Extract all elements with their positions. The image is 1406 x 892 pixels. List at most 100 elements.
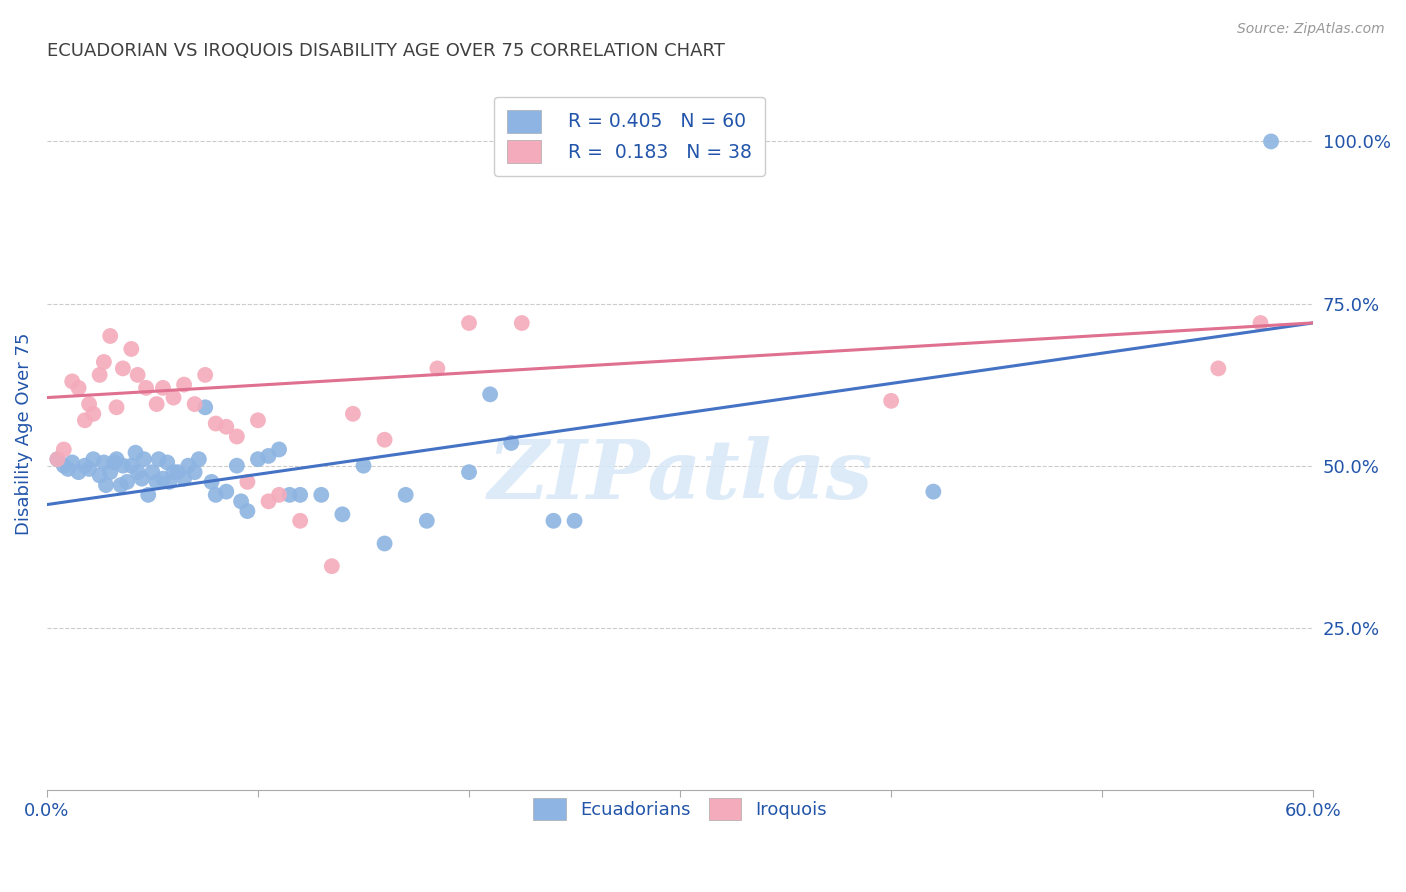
Point: [395, 488, 418, 502]
Point: [105, 401, 128, 415]
Point: [148, 452, 170, 467]
Point: [94, 478, 117, 492]
Point: [321, 559, 343, 574]
Point: [157, 475, 180, 489]
Point: [267, 488, 290, 502]
Point: [1260, 135, 1282, 149]
Point: [225, 458, 247, 473]
Point: [458, 316, 481, 330]
Point: [162, 391, 184, 405]
Point: [156, 455, 179, 469]
Point: [111, 361, 134, 376]
Point: [246, 413, 269, 427]
Point: [67, 381, 90, 395]
Point: [458, 465, 481, 479]
Point: [257, 449, 280, 463]
Point: [353, 458, 375, 473]
Point: [127, 368, 149, 382]
Point: [73, 413, 96, 427]
Point: [132, 452, 155, 467]
Point: [145, 475, 167, 489]
Point: [103, 455, 125, 469]
Point: [60, 455, 83, 469]
Point: [183, 397, 205, 411]
Point: [46, 452, 69, 467]
Point: [89, 468, 111, 483]
Point: [56, 462, 79, 476]
Point: [145, 397, 167, 411]
Point: [288, 488, 311, 502]
Point: [173, 377, 195, 392]
Point: [89, 368, 111, 382]
Point: [82, 452, 104, 467]
Point: [52, 458, 75, 473]
Point: [225, 429, 247, 443]
Point: [215, 419, 238, 434]
Legend: Ecuadorians, Iroquois: Ecuadorians, Iroquois: [519, 783, 842, 834]
Point: [115, 475, 138, 489]
Point: [120, 342, 142, 356]
Point: [229, 494, 252, 508]
Point: [173, 472, 195, 486]
Point: [922, 484, 945, 499]
Point: [204, 488, 226, 502]
Point: [187, 452, 209, 467]
Point: [1250, 316, 1272, 330]
Point: [342, 407, 364, 421]
Point: [46, 452, 69, 467]
Point: [110, 478, 132, 492]
Point: [374, 433, 396, 447]
Point: [311, 488, 333, 502]
Point: [52, 442, 75, 457]
Point: [124, 446, 146, 460]
Point: [183, 465, 205, 479]
Point: [131, 472, 153, 486]
Point: [278, 488, 301, 502]
Point: [426, 361, 449, 376]
Point: [60, 375, 83, 389]
Point: [236, 475, 259, 489]
Point: [479, 387, 502, 401]
Point: [73, 458, 96, 473]
Text: ZIPatlas: ZIPatlas: [488, 436, 873, 516]
Point: [416, 514, 439, 528]
Point: [136, 488, 159, 502]
Point: [141, 465, 163, 479]
Point: [215, 484, 238, 499]
Point: [374, 536, 396, 550]
Point: [288, 514, 311, 528]
Point: [194, 368, 217, 382]
Point: [267, 442, 290, 457]
Point: [105, 452, 128, 467]
Point: [236, 504, 259, 518]
Point: [111, 458, 134, 473]
Point: [77, 462, 100, 476]
Point: [152, 381, 174, 395]
Point: [510, 316, 533, 330]
Point: [880, 393, 903, 408]
Point: [67, 465, 90, 479]
Point: [332, 508, 354, 522]
Point: [564, 514, 586, 528]
Point: [82, 407, 104, 421]
Y-axis label: Disability Age Over 75: Disability Age Over 75: [15, 332, 32, 534]
Point: [166, 465, 188, 479]
Point: [246, 452, 269, 467]
Text: ECUADORIAN VS IROQUOIS DISABILITY AGE OVER 75 CORRELATION CHART: ECUADORIAN VS IROQUOIS DISABILITY AGE OV…: [46, 42, 724, 60]
Point: [120, 458, 142, 473]
Point: [98, 465, 121, 479]
Point: [162, 465, 184, 479]
Text: Source: ZipAtlas.com: Source: ZipAtlas.com: [1237, 22, 1385, 37]
Point: [194, 401, 217, 415]
Point: [98, 329, 121, 343]
Point: [204, 417, 226, 431]
Point: [77, 397, 100, 411]
Point: [93, 455, 115, 469]
Point: [543, 514, 565, 528]
Point: [127, 465, 149, 479]
Point: [152, 472, 174, 486]
Point: [135, 381, 157, 395]
Point: [257, 494, 280, 508]
Point: [1206, 361, 1229, 376]
Point: [200, 475, 222, 489]
